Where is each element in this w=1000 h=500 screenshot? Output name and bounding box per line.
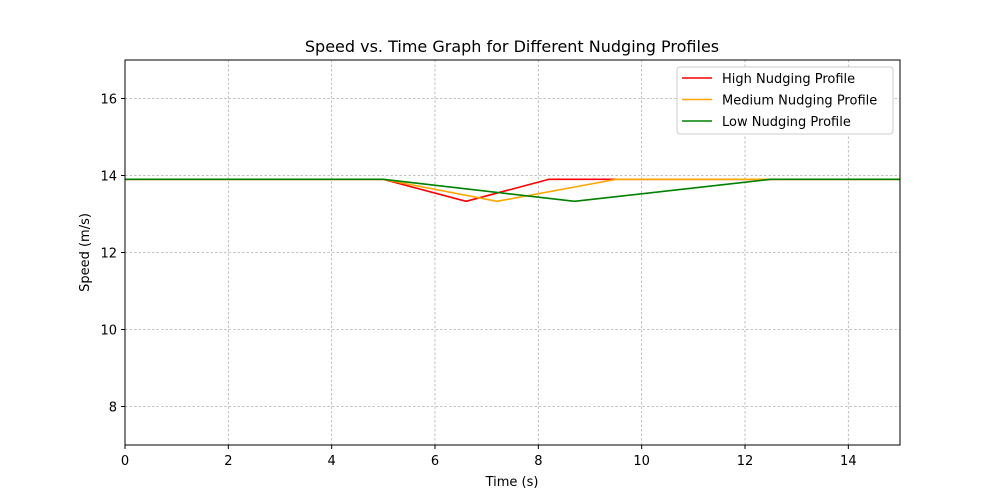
y-tick-label: 8	[109, 401, 117, 416]
x-tick-label: 14	[840, 454, 857, 469]
chart-title: Speed vs. Time Graph for Different Nudgi…	[305, 37, 719, 56]
y-tick-label: 16	[100, 93, 117, 108]
x-tick-label: 10	[633, 454, 650, 469]
y-tick-label: 14	[100, 170, 117, 185]
x-tick-label: 0	[121, 454, 129, 469]
legend: High Nudging Profile Medium Nudging Profi…	[676, 66, 894, 135]
y-tick-label: 10	[100, 324, 117, 339]
series-lines	[125, 178, 900, 203]
y-tick-label: 12	[100, 247, 117, 262]
legend-box	[676, 66, 894, 135]
x-tick-label: 8	[534, 454, 542, 469]
legend-label-2: Low Nudging Profile	[722, 115, 851, 130]
y-axis-label: Speed (m/s)	[78, 213, 93, 292]
legend-label-0: High Nudging Profile	[722, 72, 855, 87]
legend-label-1: Medium Nudging Profile	[722, 94, 877, 109]
x-tick-label: 12	[737, 454, 754, 469]
x-tick-label: 6	[431, 454, 439, 469]
x-tick-label: 4	[328, 454, 336, 469]
axis-ticks: 0 2 4 6 8 10 12 14 8 10 12 14 16	[100, 93, 856, 470]
series-line-2	[125, 178, 900, 203]
x-tick-label: 2	[224, 454, 232, 469]
series-line-1	[125, 178, 900, 203]
x-axis-label: Time (s)	[485, 475, 539, 490]
